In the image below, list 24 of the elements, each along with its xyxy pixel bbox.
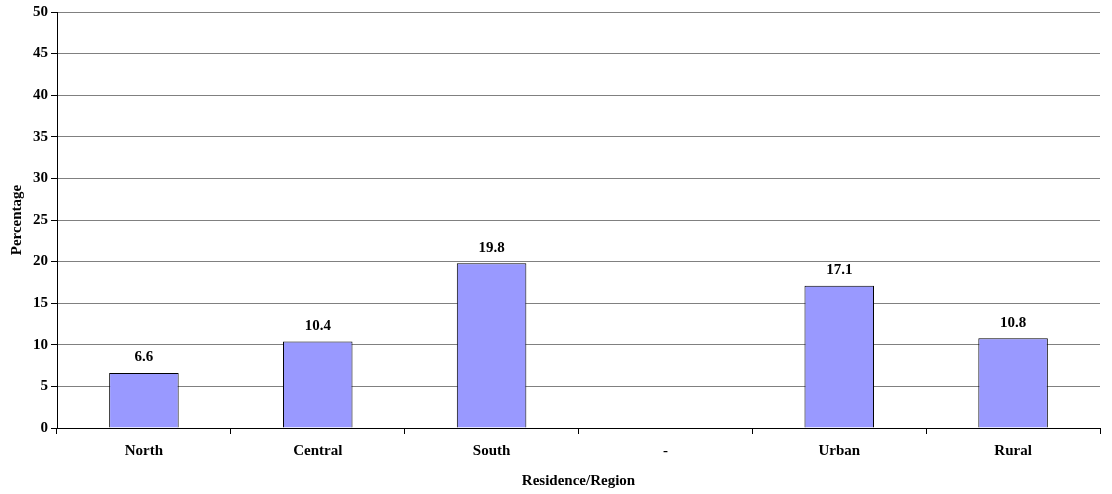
- x-axis-title: Residence/Region: [521, 471, 636, 488]
- y-tick-label: 10: [33, 335, 48, 352]
- y-tick-label: 40: [33, 86, 48, 103]
- y-tick-label: 20: [33, 252, 48, 269]
- y-tick-label: 35: [33, 127, 48, 144]
- y-tick-label: 5: [40, 377, 48, 394]
- y-tick-label: 45: [33, 44, 48, 61]
- y-tick-label: 0: [40, 418, 48, 435]
- y-tick-label: 30: [33, 169, 48, 186]
- x-tick-label: South: [472, 441, 511, 458]
- data-label: 17.1: [826, 261, 853, 278]
- x-tick-label: Central: [293, 441, 343, 458]
- data-label: 19.8: [478, 238, 505, 255]
- x-tick-label: Rural: [994, 441, 1032, 458]
- y-tick-label: 25: [33, 210, 48, 227]
- data-label: 6.6: [134, 348, 154, 365]
- data-label: 10.8: [999, 313, 1027, 330]
- x-tick-label: -: [662, 441, 668, 458]
- y-tick-label: 15: [33, 294, 48, 311]
- x-tick-label: Urban: [818, 441, 861, 458]
- x-tick-label: North: [124, 441, 164, 458]
- y-axis-title: Percentage: [7, 184, 24, 256]
- data-label: 10.4: [304, 316, 332, 333]
- y-tick-label: 50: [33, 2, 48, 19]
